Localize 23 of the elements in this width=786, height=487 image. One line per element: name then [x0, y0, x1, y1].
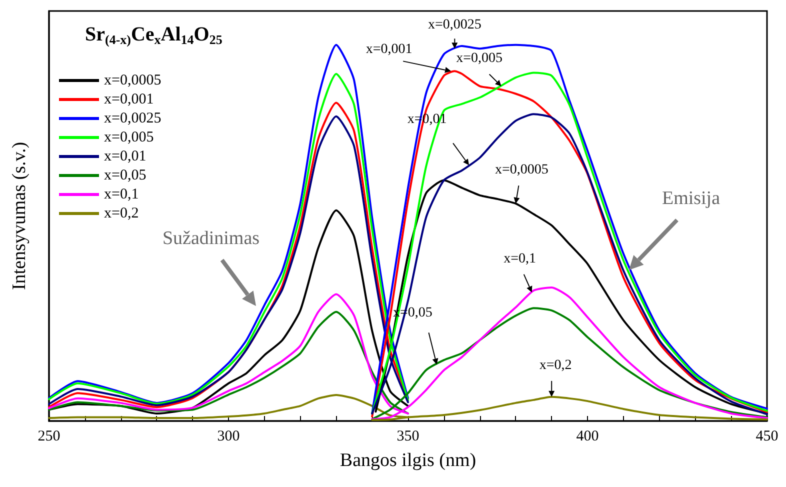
legend-label: x=0,1 [104, 186, 139, 202]
annotation: x=0,0005 [494, 162, 548, 178]
x-tick-label: 300 [217, 428, 240, 444]
legend-label: x=0,05 [104, 168, 146, 184]
annotation: x=0,2 [539, 358, 572, 373]
x-tick-label: 350 [396, 428, 420, 444]
annotation: x=0,0025 [428, 18, 482, 33]
legend-label: x=0,01 [104, 148, 146, 164]
annotation: x=0,001 [366, 42, 412, 58]
legend-label: x=0,0005 [104, 72, 162, 88]
annotation: x=0,005 [456, 51, 503, 66]
legend-label: x=0,001 [104, 92, 154, 108]
x-tick-label: 400 [576, 428, 599, 444]
legend-label: x=0,2 [104, 206, 139, 222]
legend-label: x=0,0025 [104, 110, 162, 126]
x-axis-title: Bangos ilgis (nm) [340, 450, 476, 471]
x-tick-label: 250 [38, 428, 60, 444]
annotation: x=0,1 [504, 251, 536, 266]
x-tick-label: 450 [756, 428, 778, 444]
annotation: Emisija [662, 188, 721, 209]
y-axis-title: Intensyvumas (s.v.) [9, 142, 30, 290]
legend-label: x=0,005 [104, 130, 154, 146]
annotation: Sužadinimas [162, 228, 260, 249]
